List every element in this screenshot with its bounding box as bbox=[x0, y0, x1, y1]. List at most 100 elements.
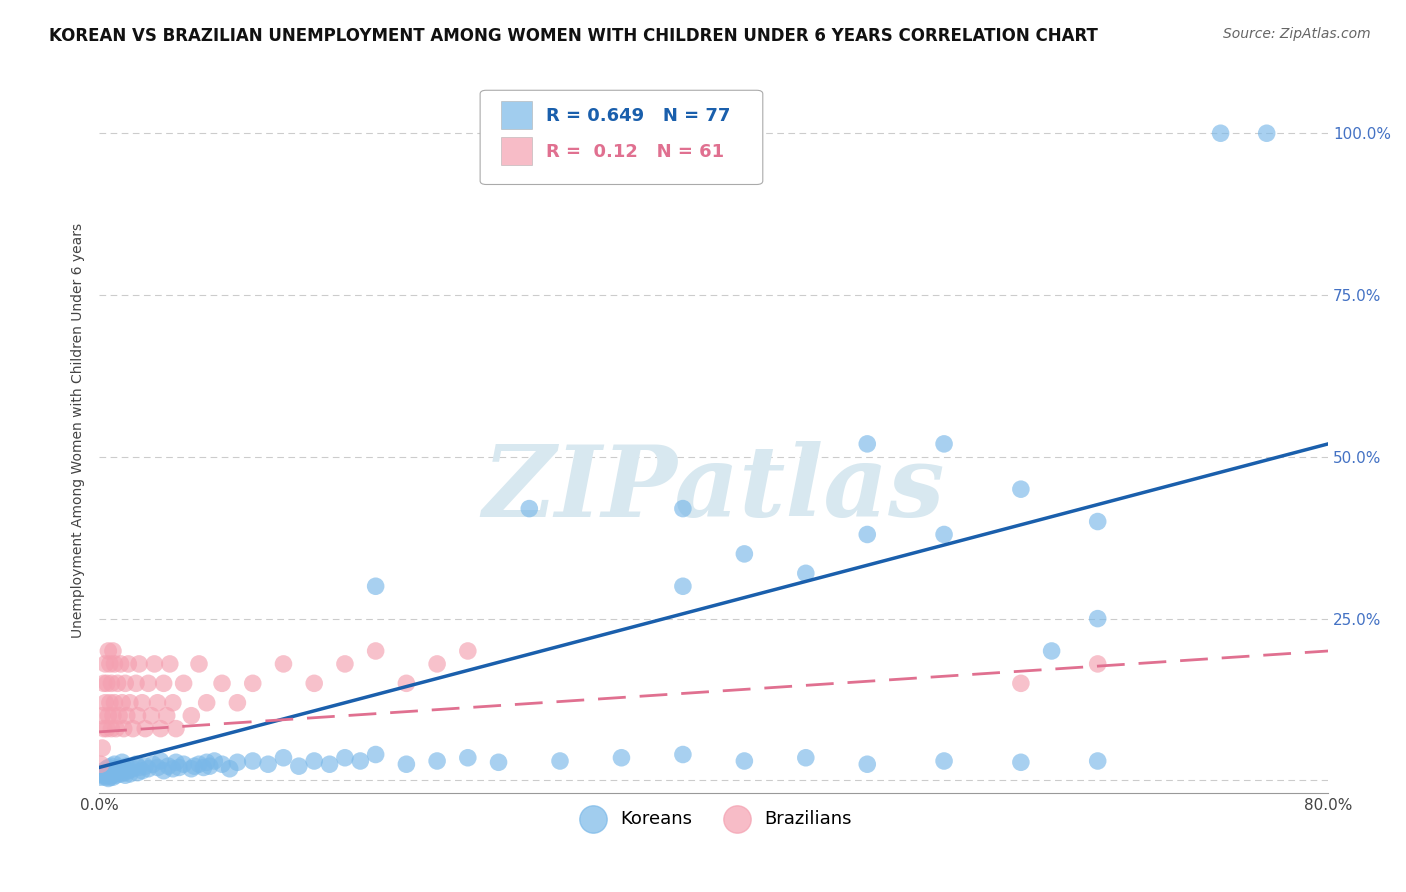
Point bbox=[146, 696, 169, 710]
Point bbox=[97, 767, 120, 781]
Point bbox=[100, 768, 122, 782]
FancyBboxPatch shape bbox=[501, 137, 531, 165]
Point bbox=[131, 696, 153, 710]
Point bbox=[96, 676, 118, 690]
FancyBboxPatch shape bbox=[479, 90, 763, 185]
Point bbox=[856, 527, 879, 541]
Point bbox=[103, 767, 125, 781]
Point bbox=[211, 676, 233, 690]
Point bbox=[162, 762, 184, 776]
Point bbox=[117, 657, 139, 671]
Point bbox=[91, 708, 114, 723]
Point bbox=[183, 759, 205, 773]
Point bbox=[146, 760, 169, 774]
Text: R =  0.12   N = 61: R = 0.12 N = 61 bbox=[547, 143, 724, 161]
Point bbox=[111, 756, 134, 770]
Point bbox=[188, 657, 211, 671]
Point bbox=[333, 751, 356, 765]
Point bbox=[101, 762, 124, 776]
Point bbox=[794, 566, 817, 581]
Point bbox=[672, 747, 695, 762]
Point bbox=[198, 759, 221, 773]
Point bbox=[157, 759, 180, 773]
Point bbox=[1010, 482, 1032, 496]
Point bbox=[364, 644, 387, 658]
Point bbox=[127, 708, 149, 723]
Point bbox=[97, 708, 120, 723]
Point bbox=[122, 722, 145, 736]
Y-axis label: Unemployment Among Women with Children Under 6 years: Unemployment Among Women with Children U… bbox=[72, 223, 86, 639]
Point bbox=[165, 756, 187, 770]
Point bbox=[107, 764, 129, 778]
Point bbox=[91, 741, 114, 756]
Point bbox=[395, 676, 418, 690]
Point bbox=[548, 754, 571, 768]
Point bbox=[932, 754, 955, 768]
Point bbox=[118, 696, 141, 710]
Point bbox=[108, 760, 131, 774]
Point bbox=[395, 757, 418, 772]
Point bbox=[103, 696, 125, 710]
Point bbox=[96, 722, 118, 736]
Text: R = 0.649   N = 77: R = 0.649 N = 77 bbox=[547, 107, 731, 125]
Point bbox=[156, 708, 179, 723]
Point bbox=[273, 657, 295, 671]
Point bbox=[288, 759, 311, 773]
Point bbox=[115, 708, 138, 723]
Point bbox=[103, 657, 125, 671]
Point bbox=[333, 657, 356, 671]
Point bbox=[257, 757, 280, 772]
Point bbox=[94, 765, 117, 780]
Point bbox=[117, 764, 139, 778]
Point bbox=[173, 757, 195, 772]
Point bbox=[134, 722, 156, 736]
Point bbox=[1040, 644, 1063, 658]
Point bbox=[856, 437, 879, 451]
Point bbox=[218, 762, 240, 776]
Point bbox=[180, 762, 202, 776]
Point bbox=[122, 762, 145, 776]
Point bbox=[114, 676, 136, 690]
Point bbox=[100, 676, 122, 690]
Point bbox=[100, 722, 122, 736]
Point bbox=[488, 756, 510, 770]
Point bbox=[1209, 126, 1232, 140]
Point bbox=[127, 765, 149, 780]
Point bbox=[93, 764, 115, 778]
Point bbox=[94, 657, 117, 671]
Point bbox=[134, 759, 156, 773]
Point bbox=[101, 644, 124, 658]
Point bbox=[457, 644, 479, 658]
Point bbox=[136, 676, 159, 690]
Point bbox=[173, 676, 195, 690]
Point bbox=[364, 579, 387, 593]
Point bbox=[101, 708, 124, 723]
Point bbox=[195, 756, 218, 770]
Point bbox=[93, 722, 115, 736]
Point bbox=[90, 757, 112, 772]
Point bbox=[110, 657, 132, 671]
Point bbox=[457, 751, 479, 765]
Point bbox=[159, 657, 181, 671]
Text: KOREAN VS BRAZILIAN UNEMPLOYMENT AMONG WOMEN WITH CHILDREN UNDER 6 YEARS CORRELA: KOREAN VS BRAZILIAN UNEMPLOYMENT AMONG W… bbox=[49, 27, 1098, 45]
Point bbox=[426, 657, 449, 671]
Point bbox=[302, 754, 325, 768]
Point bbox=[152, 764, 174, 778]
Point bbox=[125, 676, 148, 690]
Point bbox=[794, 751, 817, 765]
Point bbox=[93, 676, 115, 690]
Point bbox=[167, 760, 190, 774]
Point bbox=[110, 767, 132, 781]
Point bbox=[517, 501, 540, 516]
Point bbox=[1087, 754, 1109, 768]
Point bbox=[195, 696, 218, 710]
Point bbox=[114, 768, 136, 782]
Point bbox=[226, 696, 249, 710]
Text: Source: ZipAtlas.com: Source: ZipAtlas.com bbox=[1223, 27, 1371, 41]
Point bbox=[125, 757, 148, 772]
Point bbox=[98, 770, 121, 784]
Point bbox=[1087, 657, 1109, 671]
Point bbox=[226, 756, 249, 770]
Point bbox=[165, 722, 187, 736]
Text: ZIPatlas: ZIPatlas bbox=[482, 441, 945, 537]
